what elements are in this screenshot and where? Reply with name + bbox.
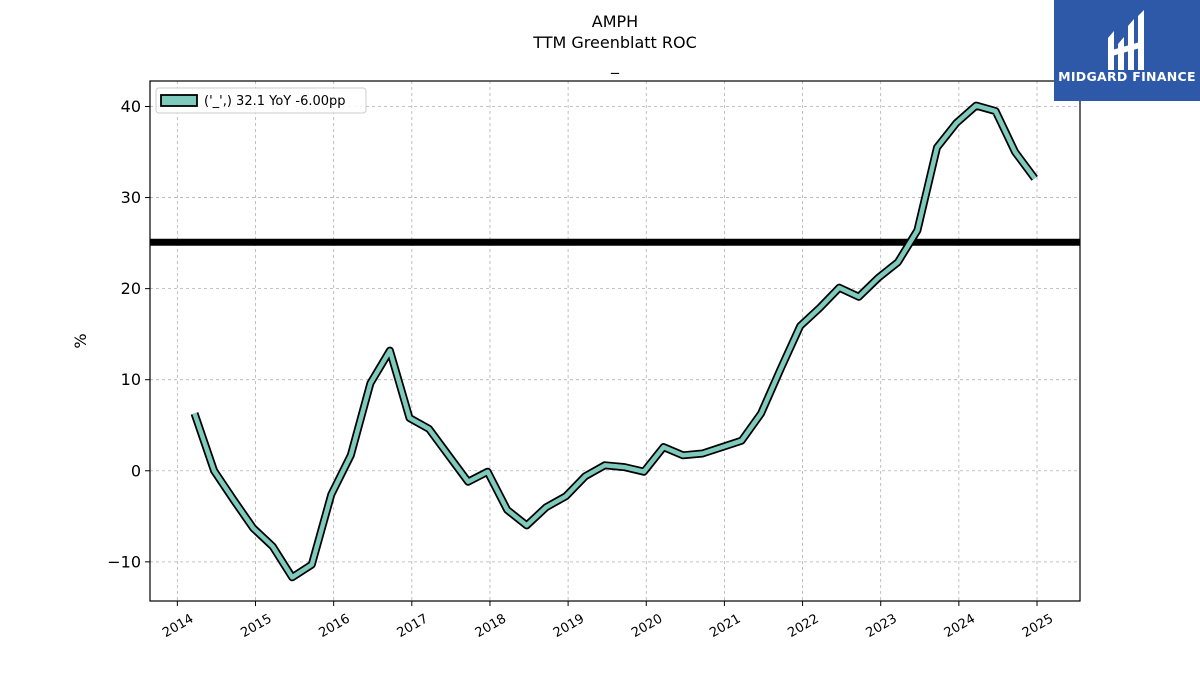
x-tick-label: 2019	[551, 611, 587, 641]
x-tick-label: 2022	[785, 611, 821, 641]
series-group	[190, 101, 1038, 582]
axes	[149, 80, 1081, 602]
legend-entry-label: ('_',) 32.1 YoY -6.00pp	[204, 94, 346, 109]
x-ticks: 2014 2015 2016 2017 2018 2019 2020 2021 2022 2023…	[160, 601, 1056, 641]
x-tick-label: 2016	[316, 611, 352, 641]
x-tick-label: 2023	[864, 611, 900, 641]
y-ticks: −10 0 10 20 30 40	[107, 97, 150, 571]
x-tick-label: 2017	[395, 611, 431, 641]
y-axis-label: %	[71, 333, 90, 348]
y-tick-label: 10	[121, 370, 141, 389]
chart-subtitle: TTM Greenblatt ROC	[532, 33, 697, 52]
x-tick-label: 2014	[160, 611, 196, 641]
plot-frame	[149, 80, 1081, 602]
legend-swatch	[160, 94, 198, 107]
y-tick-label: 20	[121, 279, 141, 298]
grid-lines	[150, 81, 1080, 601]
chart-title: AMPH	[592, 12, 638, 31]
logo-mark-icon	[1108, 10, 1144, 70]
y-tick-label: −10	[107, 552, 141, 571]
y-tick-label: 40	[121, 97, 141, 116]
logo-text: MIDGARD FINANCE	[1058, 69, 1196, 84]
x-tick-label: 2025	[1020, 611, 1056, 641]
chart-subtitle-2: _	[610, 55, 620, 75]
legend: ('_',) 32.1 YoY -6.00pp	[155, 87, 367, 114]
x-tick-label: 2021	[707, 611, 743, 641]
y-tick-label: 30	[121, 188, 141, 207]
x-tick-label: 2015	[238, 611, 274, 641]
x-tick-label: 2020	[629, 611, 665, 641]
series-line	[192, 103, 1037, 580]
x-tick-label: 2024	[942, 611, 978, 641]
series-line-outline	[190, 101, 1038, 582]
x-tick-label: 2018	[473, 611, 509, 641]
legend-frame	[155, 87, 367, 114]
logo: MIDGARD FINANCE	[1054, 0, 1200, 101]
y-tick-label: 0	[131, 461, 141, 480]
